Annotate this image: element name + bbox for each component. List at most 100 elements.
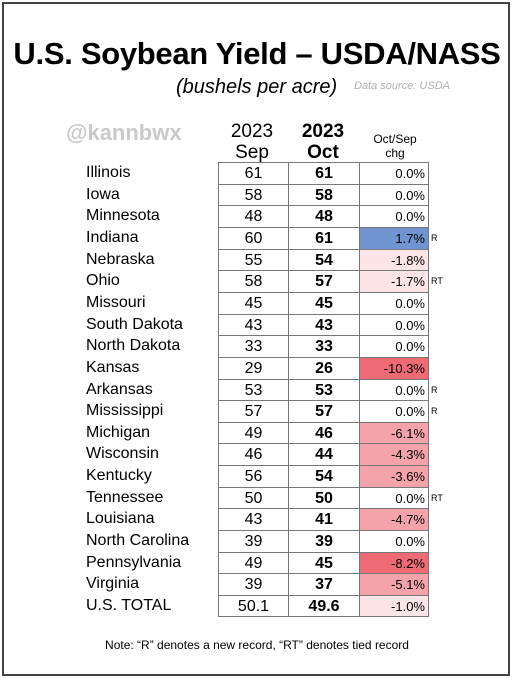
table-row: Pennsylvania 49 45 -8.2% bbox=[0, 551, 514, 574]
state-name: North Carolina bbox=[86, 532, 190, 550]
change-value: -3.6% bbox=[391, 469, 425, 485]
sep-yield-cell: 57 bbox=[218, 400, 288, 423]
column-header-oct-year: 2023 bbox=[301, 121, 345, 142]
oct-yield-value: 26 bbox=[315, 359, 333, 377]
oct-yield-cell: 46 bbox=[288, 421, 359, 444]
oct-yield-value: 33 bbox=[315, 338, 333, 356]
change-cell: 0.0% bbox=[359, 205, 429, 228]
sep-yield-value: 49 bbox=[244, 554, 263, 572]
change-cell: -4.7% bbox=[359, 508, 429, 531]
change-value: 0.0% bbox=[395, 339, 425, 355]
footnote: Note: “R” denotes a new record, “RT” den… bbox=[105, 638, 409, 652]
table-row: Wisconsin 46 44 -4.3% bbox=[0, 443, 514, 466]
sep-yield-value: 39 bbox=[244, 576, 263, 594]
state-name: Ohio bbox=[86, 272, 120, 290]
table-row: North Dakota 33 33 0.0% bbox=[0, 335, 514, 358]
oct-yield-cell: 53 bbox=[288, 378, 359, 401]
sep-yield-cell: 45 bbox=[218, 291, 288, 314]
change-cell: 0.0% bbox=[359, 313, 429, 336]
change-value: -5.1% bbox=[391, 577, 425, 593]
change-cell: -1.0% bbox=[359, 595, 429, 617]
state-name: North Dakota bbox=[86, 337, 181, 355]
table-row: Nebraska 55 54 -1.8% bbox=[0, 248, 514, 271]
state-name: U.S. TOTAL bbox=[86, 597, 172, 614]
change-cell: 0.0% bbox=[359, 530, 429, 553]
sep-yield-cell: 50.1 bbox=[218, 595, 288, 617]
oct-yield-cell: 33 bbox=[288, 335, 359, 358]
oct-yield-value: 53 bbox=[315, 381, 333, 399]
table-row: Iowa 58 58 0.0% bbox=[0, 183, 514, 206]
column-header-sep-year: 2023 bbox=[230, 121, 274, 142]
state-name: Arkansas bbox=[86, 380, 153, 398]
oct-yield-cell: 37 bbox=[288, 573, 359, 596]
change-value: -1.0% bbox=[391, 599, 425, 614]
table-row: Mississippi 57 57 0.0% R bbox=[0, 400, 514, 423]
state-name: Nebraska bbox=[86, 250, 155, 268]
sep-yield-value: 46 bbox=[244, 446, 263, 464]
table-row: Kentucky 56 54 -3.6% bbox=[0, 465, 514, 488]
change-cell: -3.6% bbox=[359, 465, 429, 488]
table-row: Ohio 58 57 -1.7% RT bbox=[0, 270, 514, 293]
table-row: Minnesota 48 48 0.0% bbox=[0, 205, 514, 228]
oct-yield-cell: 48 bbox=[288, 205, 359, 228]
state-name: Indiana bbox=[86, 228, 139, 246]
state-name: Kansas bbox=[86, 358, 140, 376]
state-name: Wisconsin bbox=[86, 445, 159, 463]
table-row: Arkansas 53 53 0.0% R bbox=[0, 378, 514, 401]
state-name: Virginia bbox=[86, 575, 140, 593]
oct-yield-cell: 39 bbox=[288, 530, 359, 553]
column-header-oct: 2023 Oct bbox=[288, 121, 358, 163]
sep-yield-cell: 43 bbox=[218, 313, 288, 336]
oct-yield-cell: 45 bbox=[288, 551, 359, 574]
sep-yield-cell: 53 bbox=[218, 378, 288, 401]
oct-yield-cell: 54 bbox=[288, 248, 359, 271]
sep-yield-value: 53 bbox=[244, 381, 263, 399]
sep-yield-cell: 43 bbox=[218, 508, 288, 531]
state-name: Louisiana bbox=[86, 510, 155, 528]
oct-yield-cell: 61 bbox=[288, 162, 359, 184]
oct-yield-value: 57 bbox=[315, 403, 333, 421]
change-value: -10.3% bbox=[383, 360, 425, 376]
sep-yield-cell: 46 bbox=[218, 443, 288, 466]
table-row: South Dakota 43 43 0.0% bbox=[0, 313, 514, 336]
state-name: South Dakota bbox=[86, 315, 183, 333]
oct-yield-cell: 58 bbox=[288, 183, 359, 206]
oct-yield-cell: 41 bbox=[288, 508, 359, 531]
sep-yield-value: 58 bbox=[244, 186, 263, 204]
oct-yield-value: 41 bbox=[315, 511, 333, 529]
oct-yield-cell: 26 bbox=[288, 356, 359, 379]
oct-yield-value: 54 bbox=[315, 468, 333, 486]
state-name: Illinois bbox=[86, 164, 131, 181]
change-value: -4.7% bbox=[391, 512, 425, 528]
oct-yield-value: 46 bbox=[315, 424, 333, 442]
change-value: -4.3% bbox=[391, 447, 425, 463]
chart-subtitle: (bushels per acre) bbox=[176, 76, 338, 98]
change-value: 0.0% bbox=[395, 187, 425, 203]
record-flag: R bbox=[431, 406, 438, 417]
column-header-oct-month: Oct bbox=[307, 142, 339, 163]
oct-yield-cell: 57 bbox=[288, 400, 359, 423]
oct-yield-value: 45 bbox=[315, 554, 333, 572]
sep-yield-cell: 61 bbox=[218, 162, 288, 184]
column-header-sep-month: Sep bbox=[235, 142, 269, 163]
change-value: 0.0% bbox=[395, 404, 425, 420]
change-value: 0.0% bbox=[395, 382, 425, 398]
change-cell: -1.8% bbox=[359, 248, 429, 271]
column-header-change: Oct/Sep chg bbox=[360, 132, 430, 160]
sep-yield-cell: 33 bbox=[218, 335, 288, 358]
sep-yield-cell: 58 bbox=[218, 183, 288, 206]
sep-yield-cell: 29 bbox=[218, 356, 288, 379]
sep-yield-cell: 39 bbox=[218, 573, 288, 596]
change-value: 1.7% bbox=[395, 230, 425, 246]
state-name: Minnesota bbox=[86, 207, 160, 225]
sep-yield-cell: 60 bbox=[218, 226, 288, 249]
sep-yield-cell: 39 bbox=[218, 530, 288, 553]
sep-yield-value: 50 bbox=[244, 489, 263, 507]
change-cell: -4.3% bbox=[359, 443, 429, 466]
sep-yield-value: 60 bbox=[244, 229, 263, 247]
change-cell: 0.0% bbox=[359, 378, 429, 401]
oct-yield-value: 57 bbox=[315, 273, 333, 291]
sep-yield-value: 45 bbox=[244, 294, 263, 312]
table-row: Tennessee 50 50 0.0% RT bbox=[0, 486, 514, 509]
state-name: Michigan bbox=[86, 423, 151, 441]
